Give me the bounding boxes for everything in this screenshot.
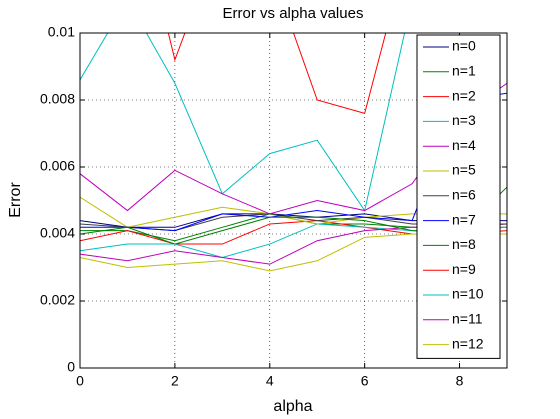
legend-label: n=8 — [452, 236, 476, 252]
y-tick-label: 0.004 — [40, 225, 75, 241]
legend-label: n=3 — [452, 112, 476, 128]
axes-frame — [79, 32, 508, 369]
legend-label: n=10 — [452, 286, 484, 302]
y-tick-label: 0 — [67, 359, 75, 375]
legend-label: n=0 — [452, 38, 476, 54]
x-tick-label: 4 — [266, 373, 274, 389]
legend-label: n=9 — [452, 261, 476, 277]
legend-label: n=6 — [452, 187, 476, 203]
x-tick-label: 0 — [76, 373, 84, 389]
legend-label: n=2 — [452, 87, 476, 103]
x-tick-label: 8 — [456, 373, 464, 389]
legend-box — [416, 34, 501, 359]
legend-label: n=4 — [452, 137, 476, 153]
x-tick-label: 6 — [361, 373, 369, 389]
y-tick-label: 0.01 — [48, 24, 75, 40]
y-tick-label: 0.002 — [40, 292, 75, 308]
series-line — [80, 33, 406, 212]
legend-label: n=5 — [452, 162, 476, 178]
x-tick-label: 2 — [171, 373, 179, 389]
y-tick-label: 0.006 — [40, 158, 75, 174]
y-axis-label: Error — [7, 182, 24, 218]
chart-title: Error vs alpha values — [223, 5, 364, 22]
x-axis-label: alpha — [273, 398, 312, 415]
legend-label: n=11 — [452, 311, 483, 327]
legend-label: n=1 — [452, 63, 476, 79]
legend-label: n=7 — [452, 211, 476, 227]
y-tick-label: 0.008 — [40, 91, 75, 107]
legend-label: n=12 — [452, 335, 484, 351]
